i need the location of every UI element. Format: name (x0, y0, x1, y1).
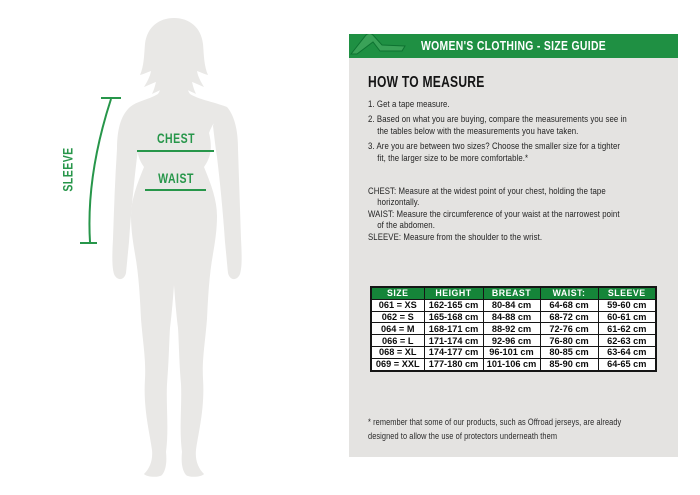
table-cell: 068 = XL (370, 345, 425, 359)
waist-label: WAIST (158, 171, 194, 186)
table-header-row: SIZE HEIGHT BREAST WAIST: SLEEVE (370, 286, 657, 300)
table-cell: 63-64 cm (597, 345, 657, 359)
table-cell: 101-106 cm (482, 357, 541, 372)
chest-measure-line (137, 150, 214, 152)
table-cell: 177-180 cm (423, 357, 484, 372)
table-cell: 80-84 cm (482, 298, 541, 312)
header-title: WOMEN'S CLOTHING - SIZE GUIDE (420, 38, 607, 53)
instruction-line: 1. Get a tape measure. (368, 99, 450, 109)
table-header-cell: SIZE (370, 286, 425, 300)
torso-legs-shape (130, 76, 227, 477)
table-cell: 88-92 cm (482, 322, 541, 336)
table-cell: 72-76 cm (539, 322, 599, 336)
brand-logo-icon (349, 34, 406, 55)
table-cell: 68-72 cm (539, 310, 599, 324)
measure-note-line: horizontally. (377, 197, 420, 208)
table-row: 062 = S 165-168 cm 84-88 cm 68-72 cm 60-… (370, 310, 657, 324)
table-cell: 066 = L (370, 334, 425, 347)
table-cell: 165-168 cm (423, 310, 484, 324)
size-guide-header-bar: WOMEN'S CLOTHING - SIZE GUIDE (349, 34, 678, 58)
table-header-cell: BREAST (482, 286, 541, 300)
content-panel: HOW TO MEASURE 1. Get a tape measure. 2.… (349, 58, 678, 457)
sleeve-curve (88, 98, 112, 243)
table-cell: 92-96 cm (482, 334, 541, 347)
table-row: 066 = L 171-174 cm 92-96 cm 76-80 cm 62-… (370, 334, 657, 347)
table-cell: 62-63 cm (597, 334, 657, 347)
table-cell: 64-65 cm (597, 357, 657, 372)
chest-label: CHEST (156, 131, 196, 146)
table-cell: 96-101 cm (482, 345, 541, 359)
footnote-line: designed to allow the use of protectors … (368, 431, 558, 441)
table-cell: 59-60 cm (597, 298, 657, 312)
table-row: 061 = XS 162-165 cm 80-84 cm 64-68 cm 59… (370, 298, 657, 312)
table-header-cell: WAIST: (539, 286, 599, 300)
table-header-cell: HEIGHT (423, 286, 484, 300)
measure-notes: CHEST: Measure at the widest point of yo… (368, 186, 668, 243)
table-cell: 069 = XXL (370, 357, 425, 372)
table-cell: 171-174 cm (423, 334, 484, 347)
footnote-line: * remember that some of our products, su… (368, 417, 622, 427)
table-cell: 84-88 cm (482, 310, 541, 324)
size-table: SIZE HEIGHT BREAST WAIST: SLEEVE 061 = X… (370, 286, 657, 372)
body-silhouette (112, 18, 242, 477)
instruction-line: 2. Based on what you are buying, compare… (368, 114, 627, 125)
table-cell: 168-171 cm (423, 322, 484, 336)
table-header-cell: SLEEVE (597, 286, 657, 300)
table-cell: 162-165 cm (423, 298, 484, 312)
table-cell: 174-177 cm (423, 345, 484, 359)
head-hair-shape (140, 18, 208, 94)
measure-note-line: WAIST: Measure the circumference of your… (368, 208, 620, 219)
how-to-measure-heading: HOW TO MEASURE (368, 74, 485, 91)
table-cell: 061 = XS (370, 298, 425, 312)
instruction-line: 3. Are you are between two sizes? Choose… (368, 141, 621, 152)
table-cell: 60-61 cm (597, 310, 657, 324)
table-row: 068 = XL 174-177 cm 96-101 cm 80-85 cm 6… (370, 345, 657, 359)
table-cell: 80-85 cm (539, 345, 599, 359)
table-cell: 062 = S (370, 310, 425, 324)
table-cell: 76-80 cm (539, 334, 599, 347)
table-cell: 064 = M (370, 322, 425, 336)
measure-note-line: SLEEVE: Measure from the shoulder to the… (368, 231, 543, 242)
measure-note-line: of the abdomen. (377, 220, 435, 231)
waist-measure-line (145, 189, 206, 191)
right-arm-shape (213, 107, 242, 280)
sleeve-measure-arc (80, 97, 121, 244)
table-cell: 64-68 cm (539, 298, 599, 312)
table-row: 069 = XXL 177-180 cm 101-106 cm 85-90 cm… (370, 357, 657, 372)
table-cell: 61-62 cm (597, 322, 657, 336)
table-cell: 85-90 cm (539, 357, 599, 372)
left-arm-shape (112, 107, 141, 280)
measure-note-line: CHEST: Measure at the widest point of yo… (368, 186, 606, 196)
instruction-steps: 1. Get a tape measure. 2. Based on what … (368, 99, 676, 164)
instruction-line: fit, the larger size to be more comforta… (377, 152, 529, 163)
table-row: 064 = M 168-171 cm 88-92 cm 72-76 cm 61-… (370, 322, 657, 336)
instruction-line: the tables below with the measurements y… (377, 125, 579, 136)
footnote: * remember that some of our products, su… (368, 415, 670, 443)
